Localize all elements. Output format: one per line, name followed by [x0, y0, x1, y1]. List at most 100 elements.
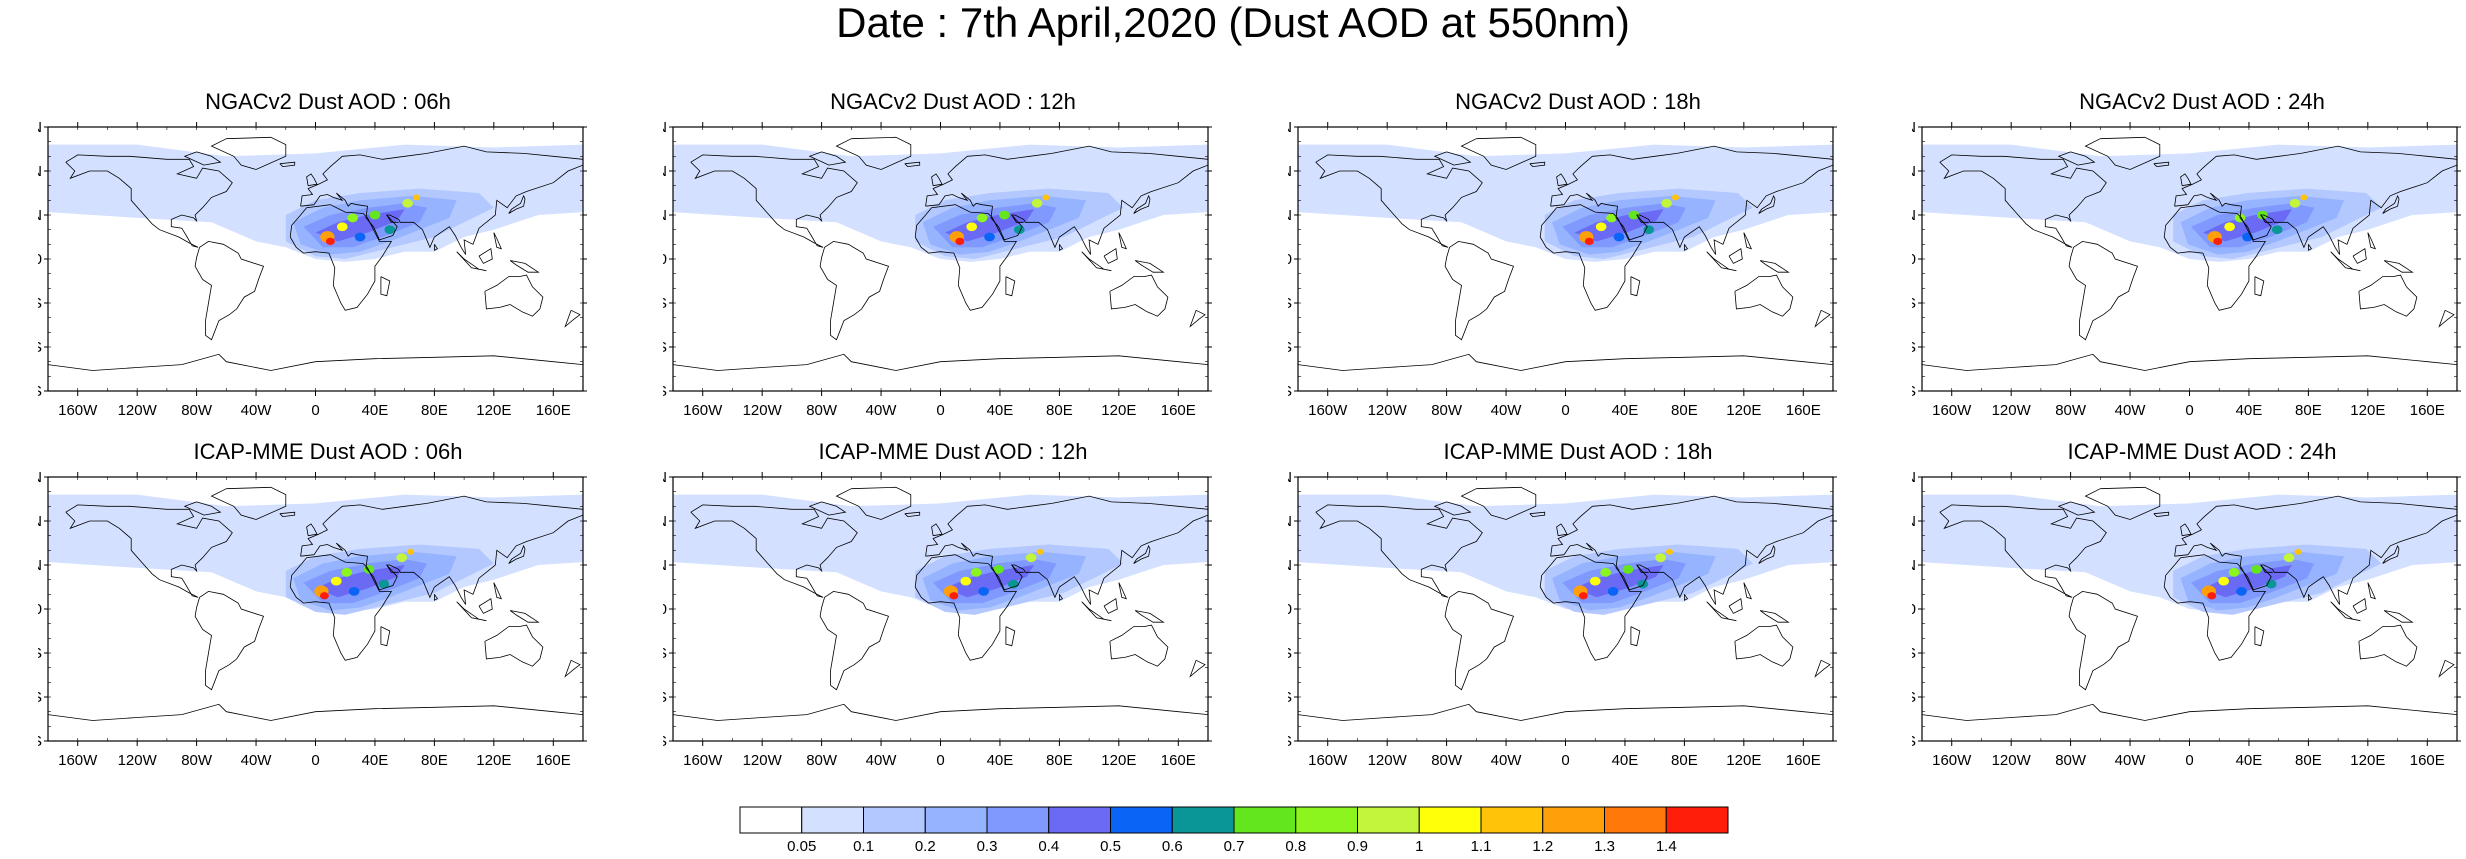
dust-aod-region — [1574, 565, 1664, 598]
coastline — [2330, 601, 2361, 622]
dust-hotspot — [2213, 237, 2223, 246]
coastline — [1758, 194, 1776, 214]
map-panel: ICAP-MME Dust AOD : 24h90N60N30N030S60S9… — [1912, 438, 2466, 788]
map-panel: NGACv2 Dust AOD : 06h 90N 60N 30N 0 30S 60S 90S… — [38, 88, 618, 438]
dust-hotspot — [407, 548, 415, 555]
colorbar-label: 0.6 — [1162, 838, 1183, 854]
lon-tick-label: 40W — [241, 752, 273, 769]
lat-tick-label: 0 — [38, 251, 42, 268]
colorbar-swatch — [1048, 806, 1111, 834]
dust-aod-region — [2202, 209, 2292, 242]
lon-tick-label: 40E — [987, 752, 1014, 769]
dust-hotspot — [966, 222, 978, 232]
coastline — [1298, 703, 1833, 721]
coastline — [1734, 624, 1794, 667]
map-panel: ICAP-MME Dust AOD : 18h90N60N30N030S60S9… — [1288, 438, 1868, 788]
lon-tick-label: 0 — [1561, 402, 1569, 419]
dust-hotspot — [1578, 592, 1588, 600]
dust-hotspot — [347, 213, 359, 223]
coastline — [1081, 251, 1112, 272]
lon-tick-label: 160E — [1786, 752, 1821, 769]
colorbar-swatch — [1295, 806, 1358, 834]
coastline — [2438, 309, 2455, 328]
lon-tick-label: 80E — [1046, 402, 1073, 419]
colorbar-label: 0.9 — [1347, 838, 1368, 854]
coastline — [1683, 244, 1688, 251]
coastline — [1134, 260, 1165, 273]
lon-tick-label: 40E — [2236, 402, 2263, 419]
lat-tick-label: 60N — [663, 163, 667, 180]
coastline — [1133, 194, 1151, 214]
lat-tick-label: 90N — [38, 119, 42, 136]
world-map: 90N 60N 30N 0 30S 60S 90S 160W 120W 80W 40W 0 40E 80E… — [38, 469, 587, 769]
lon-tick-label: 80W — [2055, 402, 2087, 419]
coastline — [2358, 274, 2418, 317]
dust-hotspot — [1655, 553, 1666, 563]
colorbar-swatch — [1110, 806, 1173, 834]
coastline — [1189, 659, 1206, 678]
coastline — [904, 511, 921, 518]
lon-tick-label: 80W — [806, 752, 838, 769]
colorbar-label: 1.4 — [1656, 838, 1677, 854]
lon-tick-label: 40W — [866, 752, 898, 769]
coastline — [1728, 248, 1743, 264]
coastline — [1759, 260, 1790, 273]
lon-tick-label: 80W — [181, 402, 213, 419]
lat-tick-label: 60S — [1912, 689, 1916, 706]
map-panel: NGACv2 Dust AOD : 12h 90N 60N 30N 0 30S 60S 90S… — [663, 88, 1243, 438]
lon-tick-label: 120W — [118, 752, 158, 769]
dust-hotspot — [378, 579, 390, 589]
map-panel: NGACv2 Dust AOD : 18h 90N 60N 30N 0 30S 60S 90S… — [1288, 88, 1868, 438]
coastline — [380, 626, 391, 647]
coastline — [306, 173, 318, 187]
lon-tick-label: 0 — [2185, 752, 2193, 769]
coastline — [2352, 598, 2367, 614]
coastline — [1460, 486, 1537, 520]
lon-tick-label: 40E — [1612, 402, 1639, 419]
coastline — [508, 544, 526, 564]
lon-tick-label: 160E — [1161, 752, 1196, 769]
lat-tick-label: 90N — [1288, 119, 1292, 136]
lon-tick-label: 40E — [362, 752, 389, 769]
lon-tick-label: 40W — [1491, 752, 1523, 769]
colorbar-label: 1.3 — [1594, 838, 1615, 854]
lon-tick-label: 160W — [1308, 752, 1348, 769]
coastline — [2174, 145, 2457, 255]
dust-hotspot — [1661, 198, 1672, 208]
coastline — [478, 598, 493, 614]
colorbar-swatch — [863, 806, 926, 834]
dust-hotspot — [984, 232, 995, 242]
lat-tick-label: 90N — [663, 119, 667, 136]
coastline — [1683, 594, 1688, 601]
dust-hotspot — [970, 567, 982, 577]
coastline — [1460, 136, 1537, 170]
coastline — [1706, 251, 1737, 272]
coastline — [2383, 260, 2414, 273]
lon-tick-label: 0 — [936, 752, 944, 769]
coastline — [456, 601, 487, 622]
dust-hotspot — [1584, 237, 1594, 246]
panel-title: NGACv2 Dust AOD : 24h — [2079, 89, 2325, 114]
coastline — [1134, 610, 1165, 623]
coastline — [183, 501, 222, 516]
world-map: 90N 60N 30N 0 30S 60S 90S 160W 120W 80W 40W 0 40E 80E… — [38, 119, 587, 419]
lat-tick-label: 90N — [1912, 119, 1916, 136]
dust-hotspot — [1595, 222, 1607, 232]
coastline — [808, 501, 847, 516]
lat-tick-label: 30N — [1288, 557, 1292, 574]
coastline — [2254, 276, 2265, 297]
coastline — [2068, 590, 2139, 691]
coastline — [1529, 511, 1546, 518]
lon-tick-label: 160W — [1932, 402, 1972, 419]
dust-hotspot — [363, 565, 375, 574]
coastline — [1005, 626, 1016, 647]
coastline — [673, 353, 1208, 371]
lon-tick-label: 80E — [421, 752, 448, 769]
coastline — [1118, 582, 1128, 600]
colorbar-label: 0.4 — [1038, 838, 1059, 854]
colorbar-swatch — [1233, 806, 1297, 834]
coastline — [210, 486, 287, 520]
coastline — [819, 590, 890, 691]
coastline — [2367, 582, 2377, 600]
lat-tick-label: 0 — [663, 601, 667, 618]
